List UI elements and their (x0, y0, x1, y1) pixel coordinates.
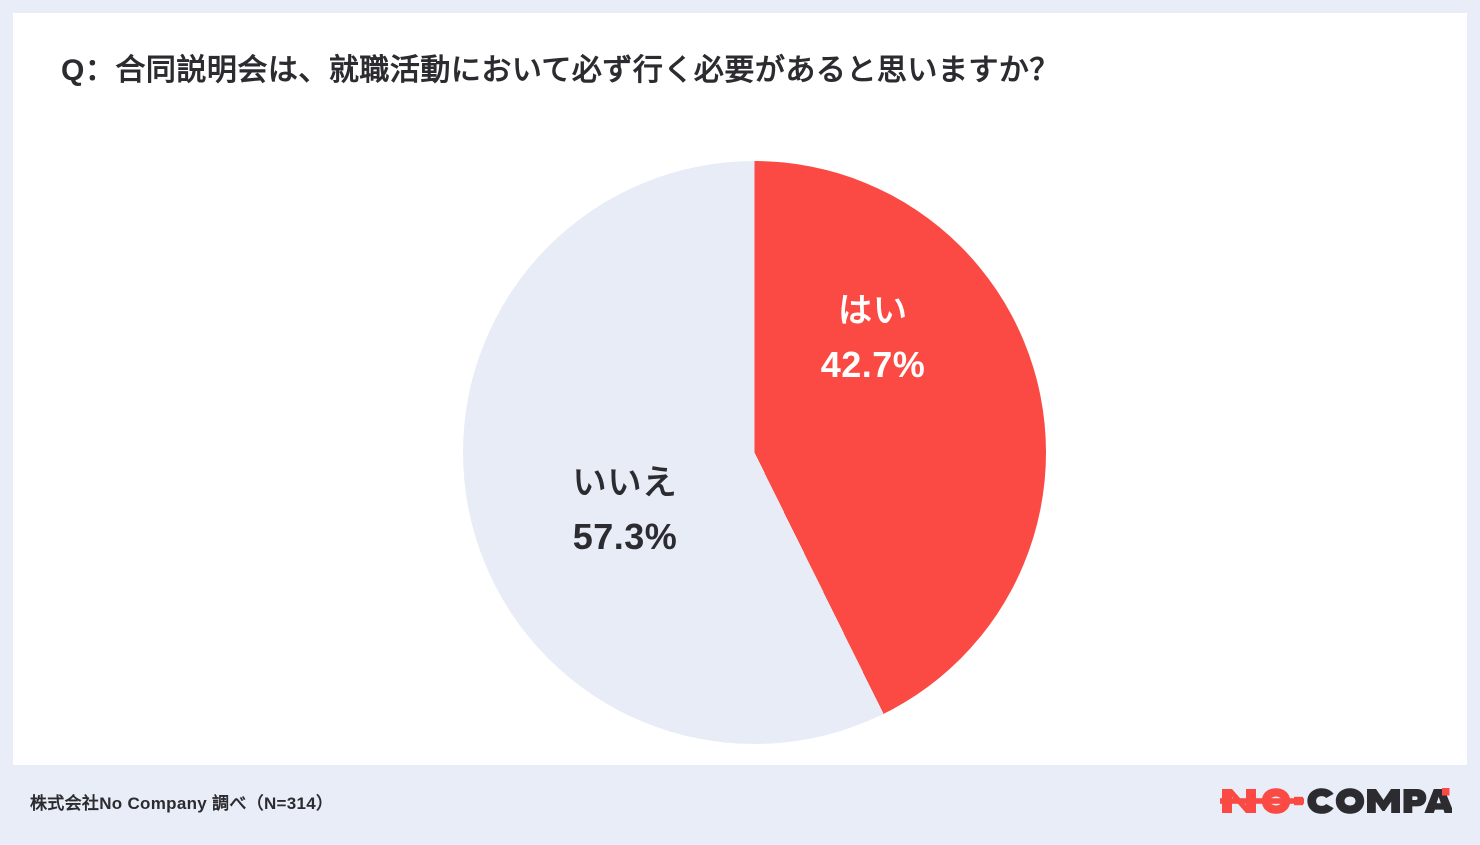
page-title: Q：合同説明会は、就職活動において必ず行く必要があると思いますか？ (61, 54, 1060, 87)
pie-slice-name-yes: はい (838, 292, 908, 330)
pie-slice-value-no: 57.3% (572, 516, 678, 558)
footer: 株式会社No Company 調べ（N=314） (0, 765, 1480, 845)
content-card: Q：合同説明会は、就職活動において必ず行く必要があると思いますか？ はい 42.… (13, 13, 1467, 765)
logo-company-text (1307, 788, 1452, 814)
pie-chart (463, 161, 1046, 744)
logo-no-text (1220, 788, 1304, 814)
logo-accent-square (1442, 788, 1450, 796)
nocompany-logo (1220, 783, 1452, 819)
pie-slice-name-no: いいえ (572, 464, 678, 502)
pie-slice-label-yes: はい 42.7% (773, 291, 973, 387)
pie-slice-value-yes: 42.7% (820, 344, 926, 386)
pie-slice-label-no: いいえ 57.3% (525, 463, 725, 559)
source-note: 株式会社No Company 調べ（N=314） (30, 794, 334, 813)
pie-graphic (463, 161, 1046, 744)
